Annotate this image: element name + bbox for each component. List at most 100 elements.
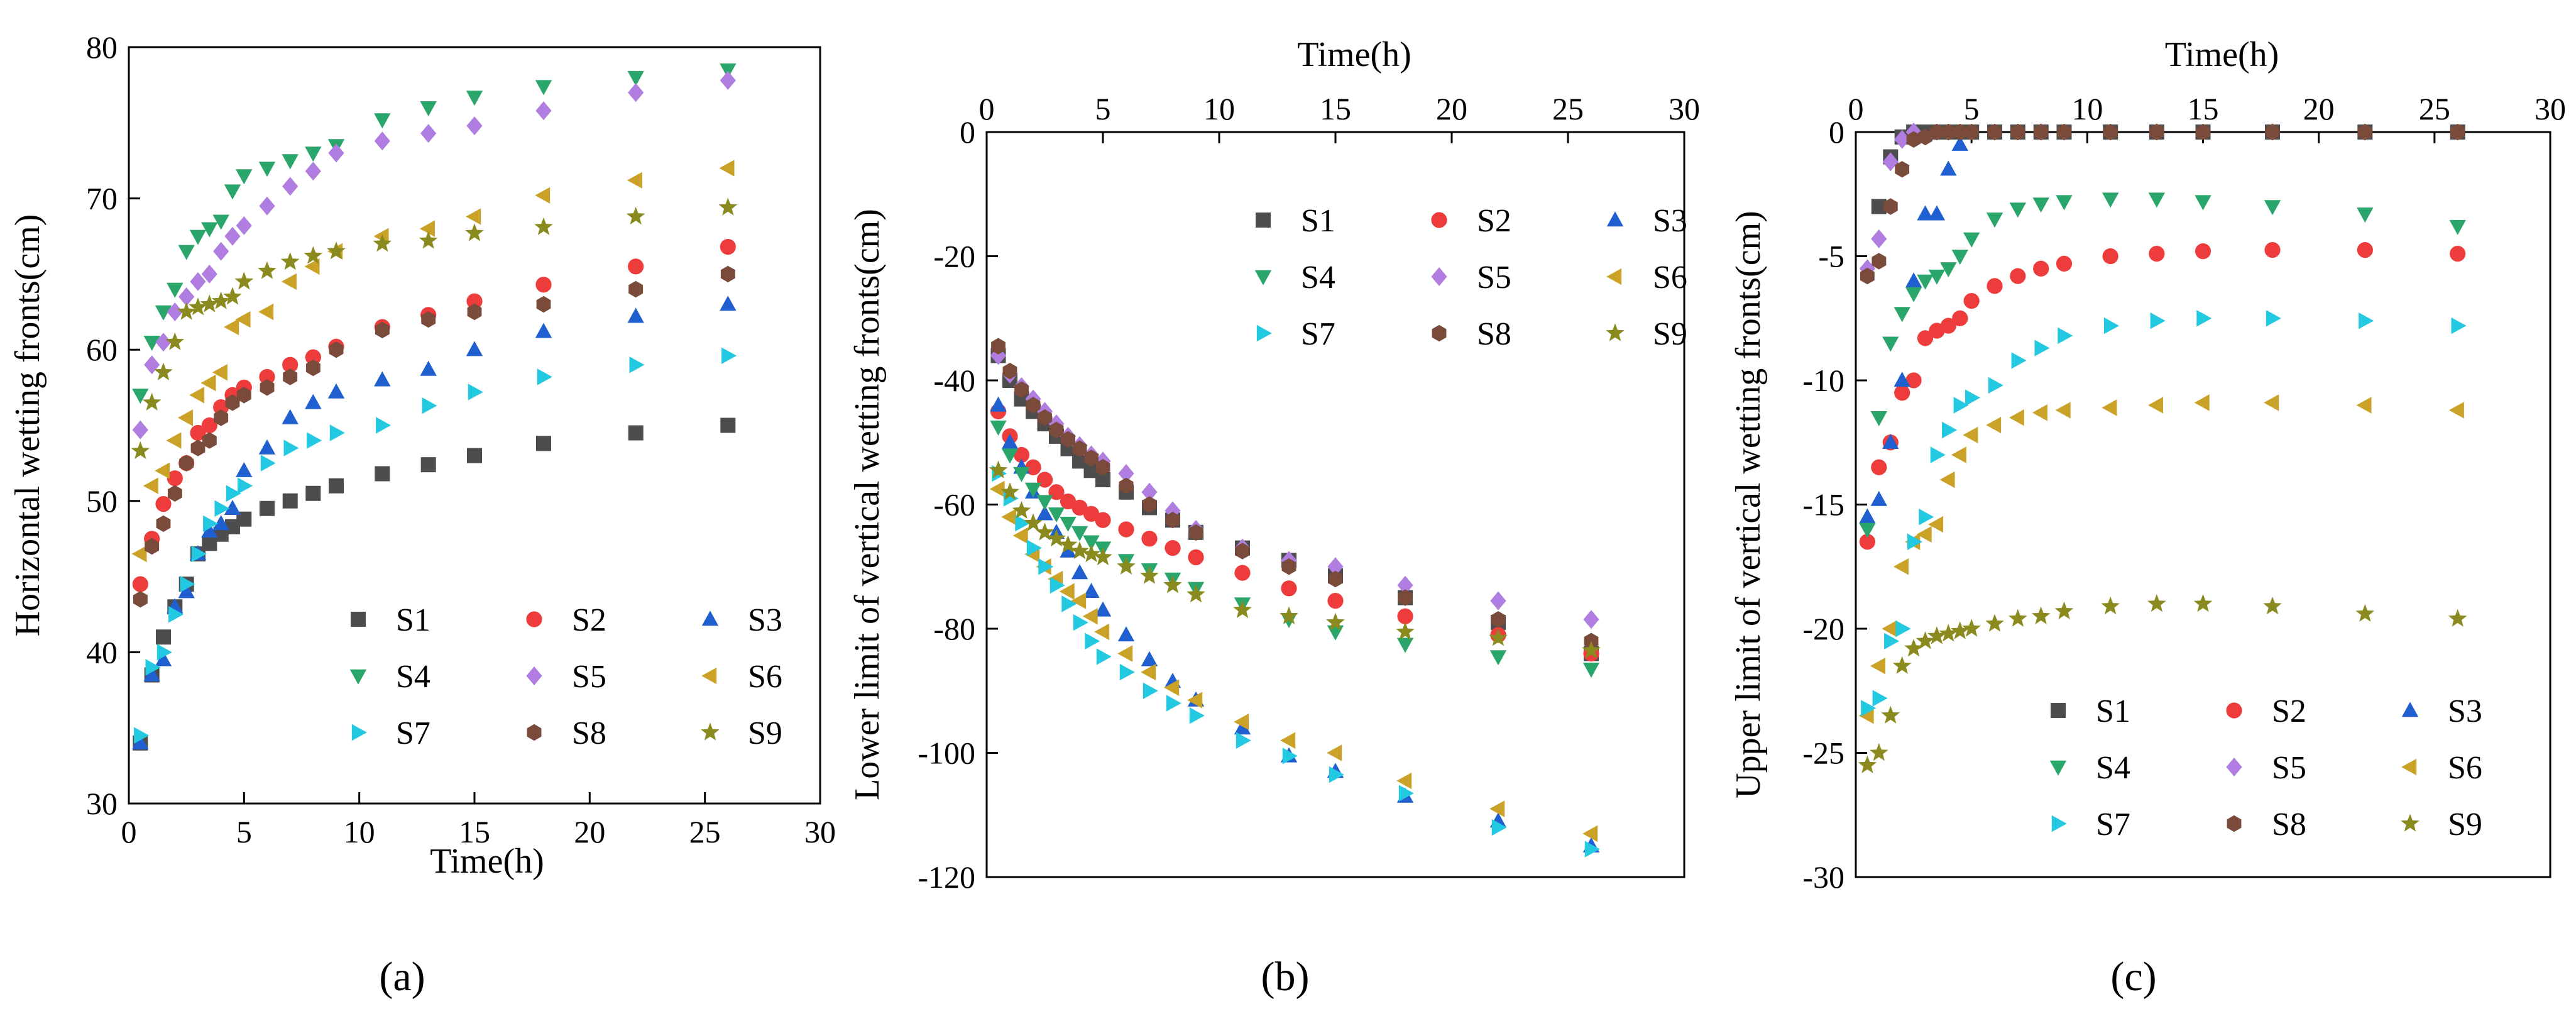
data-point [1489, 800, 1505, 817]
data-point [307, 432, 322, 449]
data-point [420, 101, 437, 116]
y-tick-label: -30 [1802, 859, 1844, 895]
data-point [177, 409, 193, 426]
data-point [1059, 583, 1075, 600]
data-point [2357, 123, 2372, 141]
data-point [466, 91, 483, 106]
data-point [1060, 493, 1077, 510]
data-point [234, 272, 254, 290]
data-point [535, 80, 552, 96]
data-point [1060, 516, 1077, 532]
data-point [2102, 192, 2119, 208]
data-point [1013, 446, 1030, 463]
data-point [282, 409, 299, 424]
data-point [1072, 440, 1087, 457]
legend-label: S5 [2272, 750, 2306, 786]
data-point [1141, 651, 1158, 666]
data-point [1165, 501, 1181, 521]
y-tick-label: 40 [86, 634, 118, 670]
data-point [1941, 123, 1956, 141]
data-point [201, 417, 217, 434]
data-point [1583, 610, 1599, 629]
y-tick-label: -25 [1802, 736, 1844, 771]
data-point [1083, 505, 1100, 522]
data-point [200, 374, 216, 392]
legend-label: S8 [1477, 316, 1511, 352]
data-point [1070, 541, 1089, 560]
legend-label: S7 [1301, 316, 1335, 352]
legend-label: S1 [396, 602, 430, 638]
data-point [190, 424, 206, 441]
data-point [1491, 611, 1506, 628]
data-point [1860, 267, 1875, 285]
data-point [260, 500, 275, 516]
data-point [1060, 542, 1077, 558]
data-point [1871, 199, 1887, 214]
panel-c: 0 5 10 15 20 25 30 Time(h) 0 -5 -10 -15 -20 -25 -30 Upp… [1729, 35, 2566, 1000]
data-point [1397, 575, 1413, 595]
data-point [1047, 529, 1066, 547]
data-point [1072, 499, 1088, 516]
data-point [1141, 663, 1156, 681]
data-point [1894, 130, 1910, 149]
legend: S1 S2 S3 S4 S5 S6 S7 S8 S9 [1254, 203, 1687, 352]
data-point [989, 480, 1005, 497]
y-tick-label: -60 [933, 487, 975, 522]
data-point [420, 360, 437, 376]
data-point [1963, 426, 1978, 444]
data-point [327, 241, 346, 260]
data-point [260, 379, 275, 396]
x-tick-label: 10 [344, 814, 375, 849]
data-point [990, 346, 1007, 365]
data-point [156, 629, 171, 645]
data-point [131, 545, 147, 563]
legend: S1 S2 S3 S4 S5 S6 S7 S8 S9 [349, 602, 782, 751]
data-point [1398, 589, 1413, 606]
data-point [2359, 312, 2374, 329]
data-point [2264, 394, 2279, 411]
legend-label: S1 [1301, 203, 1335, 239]
data-point [1894, 307, 1910, 323]
series-s8 [1860, 123, 2465, 285]
data-point [1582, 641, 1601, 659]
data-point [1071, 592, 1087, 609]
x-tick-label: 30 [1669, 91, 1700, 126]
series-s7 [134, 347, 737, 744]
data-point [260, 455, 276, 472]
data-point [1049, 421, 1064, 439]
series-s6 [1858, 394, 2464, 724]
x-tick-label: 5 [1964, 91, 1980, 126]
data-point [627, 172, 642, 189]
data-point [990, 396, 1007, 412]
x-tick-label: 10 [2071, 91, 2103, 126]
data-point [1490, 591, 1506, 610]
data-point [132, 420, 148, 439]
data-point [1141, 482, 1158, 502]
data-point [1918, 128, 1932, 146]
data-point [1119, 477, 1134, 495]
data-point [1118, 464, 1134, 483]
data-point [1061, 431, 1075, 448]
legend-label: S8 [572, 715, 606, 751]
data-point [1904, 639, 1923, 657]
data-point [2263, 596, 2282, 615]
x-tick-label: 20 [1436, 91, 1467, 126]
data-point [1071, 526, 1088, 541]
data-point [2196, 310, 2212, 327]
data-point [1939, 624, 1958, 642]
data-point [1397, 608, 1413, 624]
data-point [2103, 123, 2118, 141]
data-point [1165, 512, 1180, 529]
data-point [1988, 377, 2003, 394]
data-point [1870, 743, 1888, 761]
data-point [304, 246, 323, 264]
data-point [214, 409, 229, 426]
data-point [1082, 544, 1101, 563]
data-point [178, 583, 195, 599]
data-point [177, 302, 196, 320]
legend-label: S9 [1653, 316, 1687, 352]
data-point [213, 241, 229, 261]
data-point [133, 591, 148, 608]
data-point [305, 162, 321, 181]
